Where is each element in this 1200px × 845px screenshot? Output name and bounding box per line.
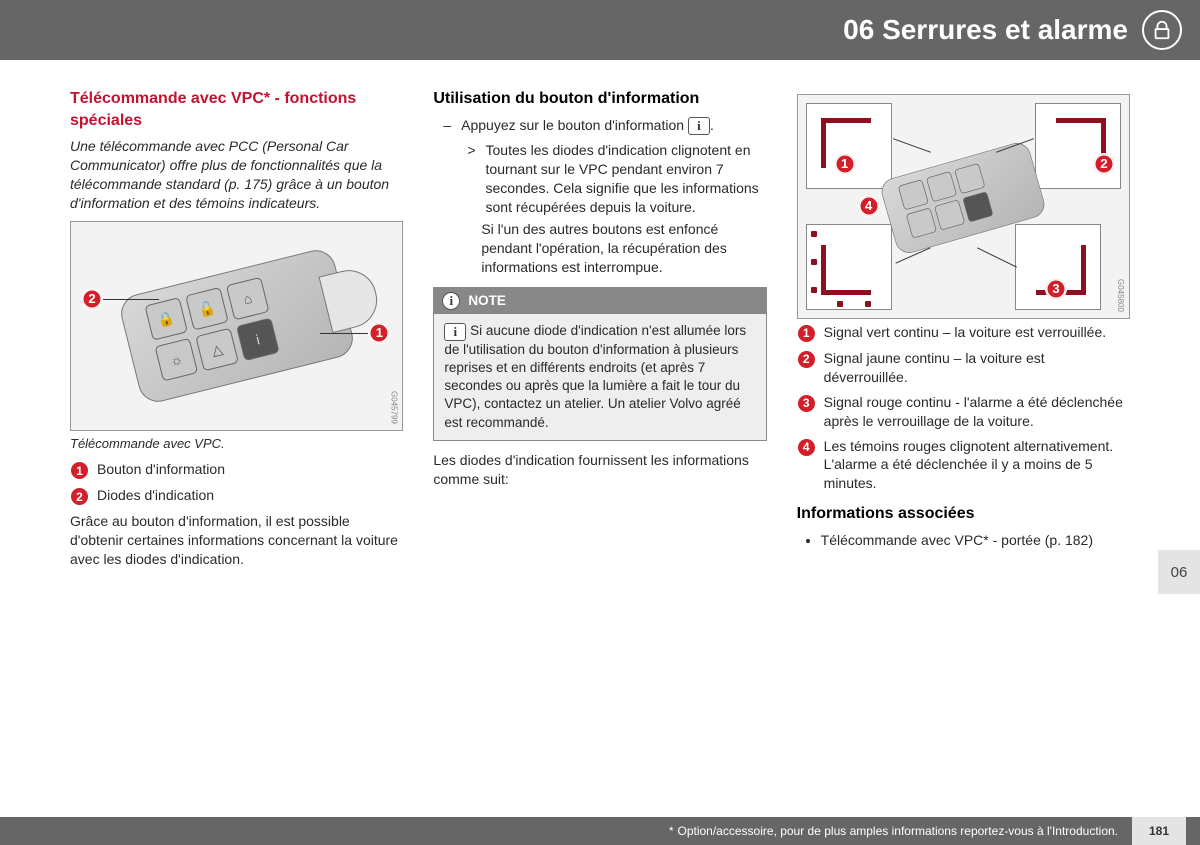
page-content: Télécommande avec VPC* - fonctions spéci… [0,60,1200,587]
callout-pin-1: 1 [834,153,856,175]
remote-button-light: ☼ [154,338,198,382]
section-heading-special: Télécommande avec VPC* - fonctions spéci… [70,88,403,131]
callout-text: Bouton d'information [97,460,225,479]
section-tab: 06 [1158,550,1200,594]
leader-line [103,299,159,300]
remote-button-trunk: ⌂ [226,277,270,321]
callout-badge: 1 [797,324,816,343]
zone-blink [806,224,892,310]
step-tail: . [710,117,714,133]
chevron-icon: > [467,141,475,217]
chapter-title-text: Serrures et alarme [882,14,1128,45]
callout-text: Signal jaune continu – la voiture est dé… [824,349,1130,387]
step-lead: Appuyez sur le bouton d'information [461,117,688,133]
callout-3: 3 Signal rouge continu - l'alarme a été … [797,393,1130,431]
callout-text: Signal rouge continu - l'alarme a été dé… [824,393,1130,431]
column-2: Utilisation du bouton d'information – Ap… [433,88,766,577]
info-circle-icon: i [442,292,460,310]
note-title: NOTE [468,292,506,310]
callout-badge: 3 [797,394,816,413]
note-body-text: Si aucune diode d'indication n'est allum… [444,323,746,429]
page-number: 181 [1132,817,1186,845]
callout-pin-1: 1 [368,322,390,344]
leader-line [893,138,931,153]
leader-line [977,247,1017,267]
image-ref-code: G045800 [1114,279,1125,312]
remote-button-panic: △ [195,327,239,371]
related-heading: Informations associées [797,503,1130,525]
section-heading-usage: Utilisation du bouton d'information [433,88,766,110]
callout-badge: 2 [797,350,816,369]
after-note-paragraph: Les diodes d'indication fournissent les … [433,451,766,489]
callout-badge: 2 [70,487,89,506]
figure-remote: 🔒 🔓 ⌂ ☼ △ i 2 1 G045799 [70,221,403,431]
callout-badge: 4 [797,438,816,457]
callout-2: 2 Diodes d'indication [70,486,403,506]
callout-4: 4 Les témoins rouges clignotent alternat… [797,437,1130,494]
body-paragraph: Grâce au bouton d'information, il est po… [70,512,403,569]
page-footer: * Option/accessoire, pour de plus amples… [0,817,1200,845]
callout-1: 1 Bouton d'information [70,460,403,480]
figure-indicators: 1 2 3 4 G045800 [797,94,1130,319]
zone-yellow [1035,103,1121,189]
remote-illustration: 🔒 🔓 ⌂ ☼ △ i [117,246,357,406]
instruction-note: Si l'un des autres boutons est enfoncé p… [481,220,766,277]
callout-pin-3: 3 [1045,278,1067,300]
related-item: Télécommande avec VPC* - portée (p. 182) [821,531,1130,550]
intro-text: Une télécommande avec PCC (Personal Car … [70,137,403,213]
instruction-result: > Toutes les diodes d'indication clignot… [467,141,766,217]
callout-1: 1 Signal vert continu – la voiture est v… [797,323,1130,343]
info-icon: i [444,323,466,341]
callout-pin-2: 2 [1093,153,1115,175]
callout-2: 2 Signal jaune continu – la voiture est … [797,349,1130,387]
callout-badge: 1 [70,461,89,480]
result-text: Toutes les diodes d'indication clignoten… [486,141,767,217]
footer-note: Option/accessoire, pour de plus amples i… [677,824,1118,838]
remote-button-unlock: 🔓 [185,287,229,331]
column-1: Télécommande avec VPC* - fonctions spéci… [70,88,403,577]
callout-text: Signal vert continu – la voiture est ver… [824,323,1106,342]
image-ref-code: G045799 [388,391,399,424]
instruction-step: – Appuyez sur le bouton d'information i. [443,116,766,135]
note-header: i NOTE [434,288,765,314]
related-list: Télécommande avec VPC* - portée (p. 182) [797,531,1130,550]
callout-pin-2: 2 [81,288,103,310]
figure-caption: Télécommande avec VPC. [70,435,403,453]
note-box: i NOTE i Si aucune diode d'indication n'… [433,287,766,441]
callout-text: Diodes d'indication [97,486,214,505]
chapter-number: 06 [843,14,874,45]
zone-green [806,103,892,189]
dash-bullet: – [443,116,451,135]
chapter-title: 06 Serrures et alarme [843,14,1128,46]
chapter-header: 06 Serrures et alarme [0,0,1200,60]
remote-button-lock: 🔒 [144,297,188,341]
lock-icon [1142,10,1182,50]
note-body: i Si aucune diode d'indication n'est all… [434,314,765,440]
callout-pin-4: 4 [858,195,880,217]
instruction-list: – Appuyez sur le bouton d'information i.… [433,116,766,278]
note-text: Si l'un des autres boutons est enfoncé p… [481,220,766,277]
remote-button-info: i [236,317,280,361]
step-text: Appuyez sur le bouton d'information i. [461,116,714,135]
info-icon: i [688,117,710,135]
callout-text: Les témoins rouges clignotent alternativ… [824,437,1130,494]
column-3: 1 2 3 4 G045800 1 Signal vert continu – … [797,88,1130,577]
asterisk-icon: * [669,824,674,838]
leader-line [320,333,368,334]
